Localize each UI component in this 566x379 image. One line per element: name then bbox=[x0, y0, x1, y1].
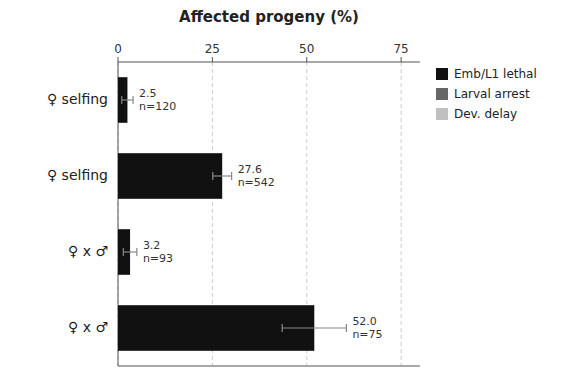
category-label: ♀ selfing bbox=[47, 91, 108, 107]
legend-swatch bbox=[436, 108, 448, 120]
category-label: ♀ x ♂ bbox=[68, 243, 108, 259]
data-label: 3.2n=93 bbox=[143, 239, 173, 265]
data-label: 2.5n=120 bbox=[139, 87, 176, 113]
error-bar bbox=[123, 248, 137, 256]
grid bbox=[118, 62, 401, 366]
legend-swatch bbox=[436, 88, 448, 100]
legend: Emb/L1 lethal Larval arrest Dev. delay bbox=[436, 67, 537, 121]
tick-mark bbox=[212, 57, 213, 62]
legend-label: Emb/L1 lethal bbox=[454, 67, 537, 81]
tick-label: 75 bbox=[393, 42, 408, 56]
legend-swatch bbox=[436, 68, 448, 80]
marks bbox=[118, 77, 346, 351]
tick-mark bbox=[306, 57, 307, 62]
legend-label: Larval arrest bbox=[454, 87, 530, 101]
tick-mark bbox=[118, 57, 119, 62]
data-label: 27.6n=542 bbox=[238, 163, 275, 189]
chart: Affected progeny (%) 0 25 50 75 ♀ selfing ♀ se… bbox=[0, 0, 566, 379]
data-labels: 2.5n=120 27.6n=542 3.2n=93 52.0n=75 bbox=[139, 87, 382, 341]
category-label: ♀ x ♂ bbox=[68, 319, 108, 335]
category-label: ♀ selfing bbox=[47, 167, 108, 183]
grid-line bbox=[401, 62, 402, 366]
error-bar bbox=[122, 96, 133, 104]
data-label: 52.0n=75 bbox=[352, 315, 382, 341]
title: Affected progeny (%) bbox=[179, 8, 359, 26]
tick-label: 50 bbox=[299, 42, 314, 56]
error-bar bbox=[282, 324, 346, 332]
error-bar bbox=[213, 172, 232, 180]
bar bbox=[118, 153, 222, 199]
tick-label: 25 bbox=[205, 42, 220, 56]
tick-mark bbox=[401, 57, 402, 62]
tick-label: 0 bbox=[114, 42, 122, 56]
axis-line bbox=[118, 62, 420, 63]
axis-line bbox=[118, 366, 420, 367]
legend-label: Dev. delay bbox=[454, 107, 517, 121]
